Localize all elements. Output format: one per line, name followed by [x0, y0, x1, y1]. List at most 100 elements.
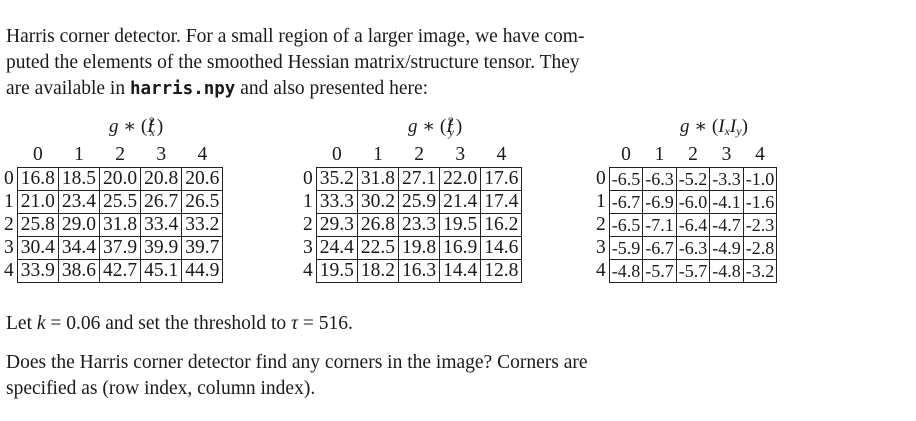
- column-header: 0: [621, 144, 631, 165]
- matrix-ixx-table: 0 1 2 3 4 0 16.8 18.5 20.0 20.8 20.6 1 21.0 23.4 25.5 2…: [4, 143, 224, 283]
- table-cell: 16.2: [480, 213, 523, 237]
- table-row: 3 30.4 34.4 37.9 39.9 39.7: [4, 236, 224, 260]
- table-cell: 29.3: [315, 213, 358, 237]
- table-cell: 39.9: [140, 236, 183, 260]
- table-row: 4 -4.8 -5.7 -5.7 -4.8 -3.2: [596, 259, 778, 283]
- column-header-row: 0 1 2 3 4: [303, 143, 522, 168]
- table-cell: 22.5: [356, 236, 400, 260]
- k-value: = 0.06 and set the threshold to: [45, 313, 292, 334]
- k-symbol: k: [36, 313, 46, 334]
- row-header: 2: [596, 214, 606, 235]
- matrix-ixx-title: g ∗ (Ix2): [109, 114, 164, 139]
- intro-line-1: Harris corner detector. For a small regi…: [6, 26, 585, 47]
- table-cell: 23.4: [57, 190, 101, 214]
- table-row: 1 33.3 30.2 25.9 21.4 17.4: [303, 190, 523, 214]
- threshold-prefix: Let: [6, 313, 37, 334]
- row-header: 1: [596, 191, 606, 212]
- row-header: 2: [4, 214, 14, 235]
- column-header: 3: [721, 144, 732, 165]
- intro-line-3-start: are available in: [6, 78, 130, 99]
- table-cell: -5.2: [675, 167, 711, 191]
- table-cell: 12.8: [480, 259, 523, 283]
- table-cell: -4.8: [709, 259, 744, 283]
- filename: harris.npy: [129, 79, 236, 99]
- table-cell: -3.3: [709, 167, 744, 191]
- table-cell: -5.9: [608, 236, 644, 260]
- table-row: 1 21.0 23.4 25.5 26.7 26.5: [4, 190, 224, 214]
- table-cell: -6.3: [675, 236, 711, 260]
- table-cell: -1.0: [742, 167, 778, 191]
- table-cell: 18.2: [356, 259, 400, 283]
- table-cell: -2.3: [742, 213, 778, 237]
- table-cell: 31.8: [356, 167, 400, 191]
- column-header: 4: [755, 144, 765, 165]
- column-header: 2: [115, 144, 125, 165]
- table-cell: 33.9: [16, 259, 59, 283]
- row-header: 1: [303, 191, 313, 212]
- table-cell: 16.8: [16, 167, 59, 191]
- table-cell: -2.8: [742, 236, 778, 260]
- row-header: 4: [4, 260, 14, 281]
- table-cell: 33.3: [315, 190, 358, 214]
- table-row: 0 35.2 31.8 27.1 22.0 17.6: [303, 167, 523, 191]
- table-cell: 38.6: [57, 259, 101, 283]
- table-cell: -6.5: [608, 213, 644, 237]
- table-row: 1 -6.7 -6.9 -6.0 -4.1 -1.6: [596, 190, 778, 214]
- table-cell: -5.7: [675, 259, 711, 283]
- table-cell: 26.8: [356, 213, 400, 237]
- row-header: 2: [303, 214, 313, 235]
- row-header: 4: [596, 260, 606, 281]
- row-header: 3: [4, 237, 14, 258]
- corner-cell: [4, 143, 17, 168]
- table-cell: 26.7: [140, 190, 183, 214]
- table-cell: 33.2: [181, 213, 224, 237]
- table-cell: -6.9: [642, 190, 677, 214]
- table-cell: -4.8: [608, 259, 644, 283]
- table-cell: 21.4: [439, 190, 482, 214]
- table-cell: 42.7: [98, 259, 142, 283]
- table-cell: 16.9: [439, 236, 482, 260]
- intro-paragraph: Harris corner detector. For a small regi…: [6, 24, 584, 102]
- table-row: 2 29.3 26.8 23.3 19.5 16.2: [303, 213, 523, 237]
- column-header: 0: [32, 144, 43, 165]
- column-header: 1: [654, 144, 665, 165]
- column-header-row: 0 1 2 3 4: [4, 143, 223, 168]
- table-row: 3 24.4 22.5 19.8 16.9 14.6: [303, 236, 523, 260]
- table-cell: 44.9: [181, 259, 224, 283]
- question-line-2: specified as (row index, column index).: [6, 378, 316, 399]
- table-cell: 19.5: [439, 213, 482, 237]
- table-cell: 14.4: [439, 259, 482, 283]
- table-cell: 30.2: [356, 190, 400, 214]
- table-cell: 16.3: [397, 259, 441, 283]
- threshold-sentence: Let k = 0.06 and set the threshold to τ …: [6, 311, 353, 337]
- question-paragraph: Does the Harris corner detector find any…: [6, 350, 588, 402]
- table-cell: 35.2: [315, 167, 358, 191]
- table-cell: 25.5: [98, 190, 142, 214]
- table-cell: -6.7: [608, 190, 644, 214]
- table-cell: 21.0: [16, 190, 59, 214]
- table-cell: 45.1: [140, 259, 183, 283]
- table-cell: -5.7: [642, 259, 677, 283]
- table-cell: 26.5: [181, 190, 224, 214]
- column-header: 4: [496, 144, 507, 165]
- table-cell: 20.6: [181, 167, 224, 191]
- table-cell: -6.0: [675, 190, 711, 214]
- column-header: 1: [373, 144, 383, 165]
- table-cell: -4.1: [709, 190, 744, 214]
- table-cell: -4.9: [709, 236, 744, 260]
- table-cell: 25.9: [397, 190, 441, 214]
- table-row: 4 33.9 38.6 42.7 45.1 44.9: [4, 259, 224, 283]
- row-header: 0: [596, 168, 606, 189]
- table-cell: 27.1: [397, 167, 441, 191]
- table-cell: 19.8: [397, 236, 441, 260]
- table-cell: -7.1: [642, 213, 677, 237]
- matrix-iyy-table: 0 1 2 3 4 0 35.2 31.8 27.1 22.0 17.6 1 33.3 30.2 25.9 2…: [303, 143, 523, 283]
- table-row: 0 16.8 18.5 20.0 20.8 20.6: [4, 167, 224, 191]
- table-cell: 31.8: [98, 213, 142, 237]
- table-cell: 34.4: [57, 236, 101, 260]
- column-header: 0: [331, 144, 342, 165]
- table-cell: 20.8: [140, 167, 183, 191]
- column-header: 4: [197, 144, 208, 165]
- table-cell: -6.5: [608, 167, 644, 191]
- intro-line-3: are available in harris.npy and also pre…: [6, 76, 584, 102]
